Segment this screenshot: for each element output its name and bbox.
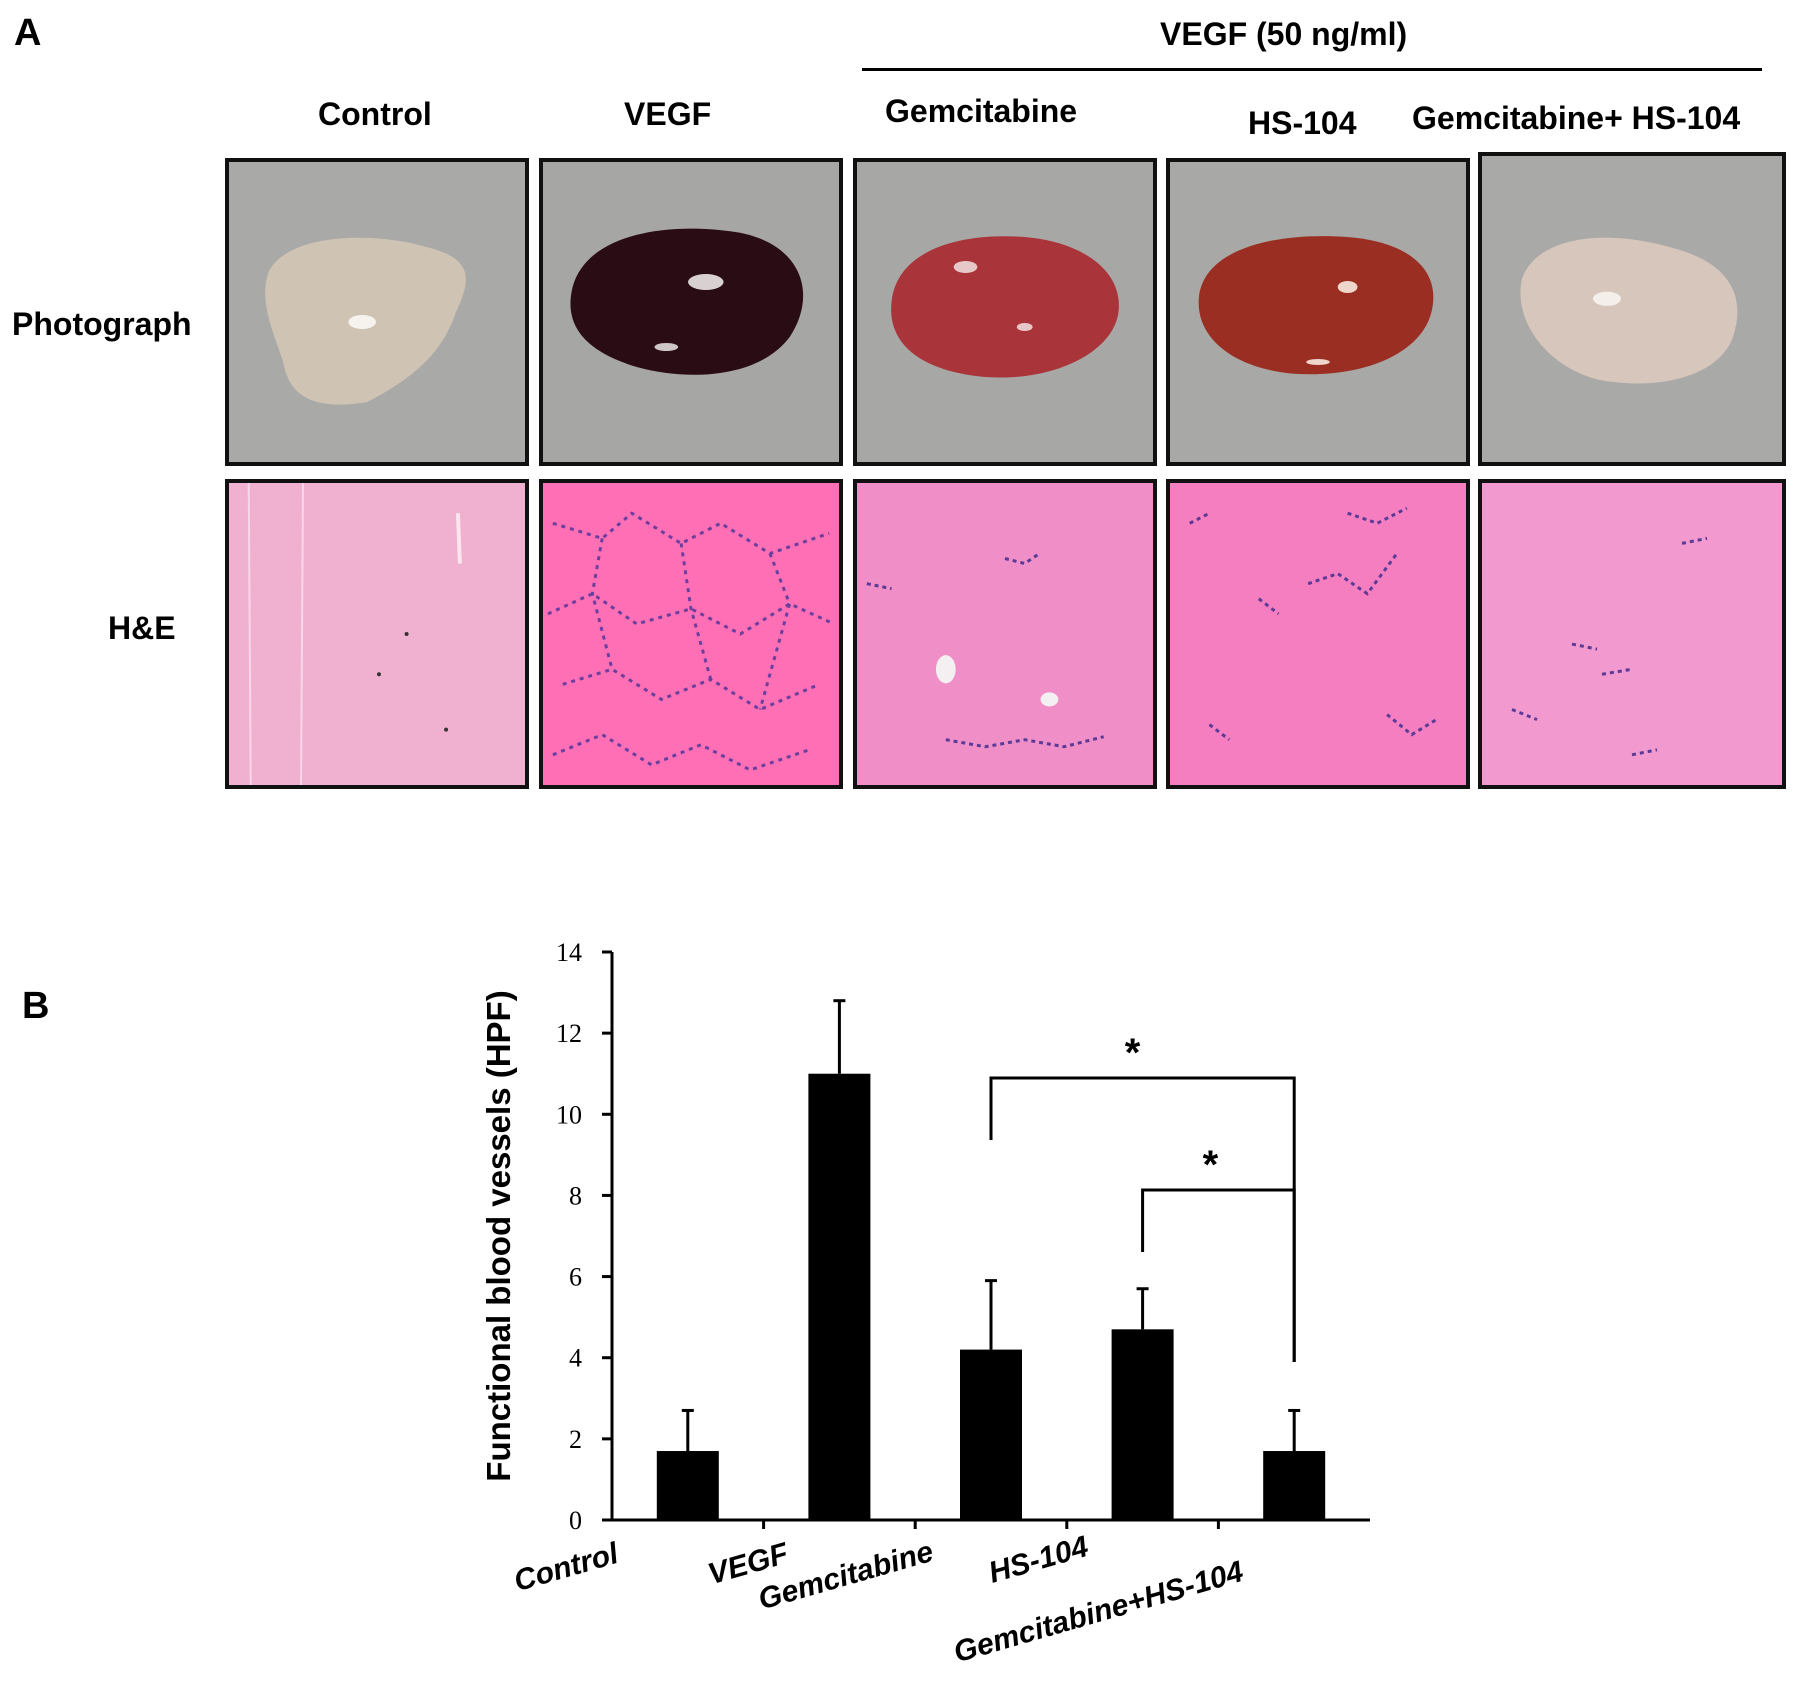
plug-photo-gemcitabine <box>891 236 1119 378</box>
bar <box>656 1451 719 1520</box>
y-tick-label: 6 <box>569 1263 582 1292</box>
y-tick-label: 8 <box>569 1181 582 1210</box>
he-stain-vegf <box>543 483 839 785</box>
column-label-vegf: VEGF <box>624 96 712 132</box>
photo-tile-gemcitabine-hs104 <box>1478 152 1786 466</box>
he-stain-gemcitabine-hs104 <box>1482 483 1782 785</box>
he-tile-gemcitabine <box>853 479 1157 789</box>
photo-tile-gemcitabine <box>853 158 1157 466</box>
column-label-hs104: HS-104 <box>1248 105 1357 141</box>
photo-tile-vegf <box>539 158 843 466</box>
panel-a-letter: A <box>14 12 42 54</box>
y-tick-label: 14 <box>556 938 582 967</box>
he-stain-hs104 <box>1170 483 1466 785</box>
plug-photo-vegf <box>570 228 804 375</box>
column-label-control: Control <box>318 96 432 132</box>
significance-asterisk: * <box>1125 1031 1141 1075</box>
vegf-bracket-line <box>862 68 1762 71</box>
bar <box>1263 1451 1326 1520</box>
plug-photo-hs104 <box>1198 236 1434 375</box>
he-tile-gemcitabine-hs104 <box>1478 479 1786 789</box>
vegf-bracket-label: VEGF (50 ng/ml) <box>1160 16 1408 52</box>
y-tick-label: 10 <box>556 1100 582 1129</box>
row-label-he: H&E <box>108 610 176 646</box>
he-stain-control <box>229 483 525 785</box>
he-stain-gemcitabine <box>857 483 1153 785</box>
panel-b-letter: B <box>22 985 49 1027</box>
row-label-photograph: Photograph <box>12 306 192 342</box>
bar <box>960 1349 1022 1520</box>
bar <box>1111 1329 1174 1520</box>
plug-photo-gemcitabine-hs104 <box>1520 237 1738 384</box>
y-tick-label: 4 <box>569 1344 582 1373</box>
y-tick-label: 12 <box>556 1019 582 1048</box>
y-axis-title: Functional blood vessels (HPF) <box>480 990 517 1481</box>
x-tick-label: Control <box>510 1537 622 1598</box>
y-tick-label: 2 <box>569 1425 582 1454</box>
significance-asterisk: * <box>1203 1143 1219 1187</box>
column-label-gemcitabine-hs104: Gemcitabine+ HS-104 <box>1412 100 1741 136</box>
he-tile-vegf <box>539 479 843 789</box>
photo-tile-control <box>225 158 529 466</box>
bar <box>808 1073 871 1520</box>
he-tile-hs104 <box>1166 479 1470 789</box>
he-tile-control <box>225 479 529 789</box>
x-tick-label: HS-104 <box>985 1530 1092 1590</box>
photo-tile-hs104 <box>1166 158 1470 466</box>
y-tick-label: 0 <box>569 1506 582 1535</box>
significance-bracket <box>1141 1188 1296 1362</box>
column-label-gemcitabine: Gemcitabine <box>885 93 1078 129</box>
